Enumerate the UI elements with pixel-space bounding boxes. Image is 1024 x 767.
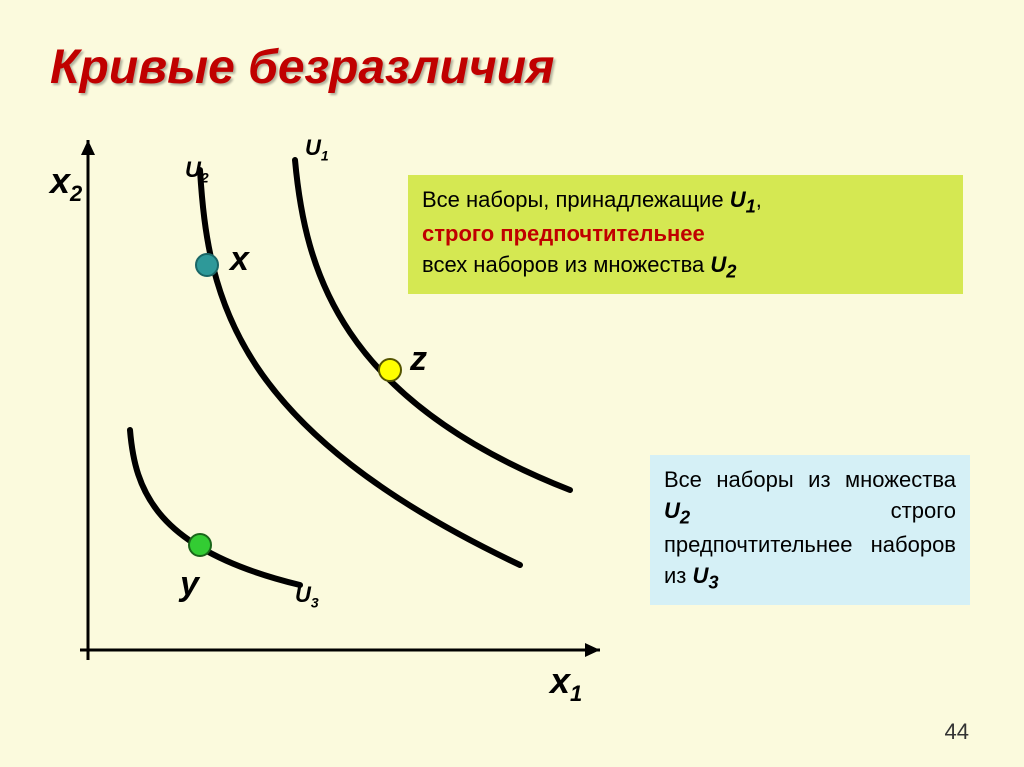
curve-label-u1: U1 <box>305 135 329 163</box>
point-label-x: x <box>230 240 249 279</box>
curve-label-u3: U3 <box>295 582 319 610</box>
curve-u3 <box>130 430 300 585</box>
y-axis-label: x2 <box>50 160 82 207</box>
x-axis-label: x1 <box>550 660 582 707</box>
point-x <box>196 254 218 276</box>
slide: Кривые безразличия x2 x1 U1 <box>0 0 1024 767</box>
point-label-z: z <box>410 340 427 379</box>
textbox-u1-preferred: Все наборы, принадлежащие U1, строго пре… <box>408 175 963 294</box>
curve-label-u2: U2 <box>185 157 209 185</box>
point-z <box>379 359 401 381</box>
point-label-y: y <box>180 565 199 604</box>
page-number: 44 <box>945 719 969 745</box>
y-axis-arrow <box>81 140 95 155</box>
x-axis-arrow <box>585 643 600 657</box>
slide-title: Кривые безразличия <box>50 40 974 95</box>
point-y <box>189 534 211 556</box>
textbox-u2-preferred: Все наборы из множества U2 строго предпо… <box>650 455 970 605</box>
